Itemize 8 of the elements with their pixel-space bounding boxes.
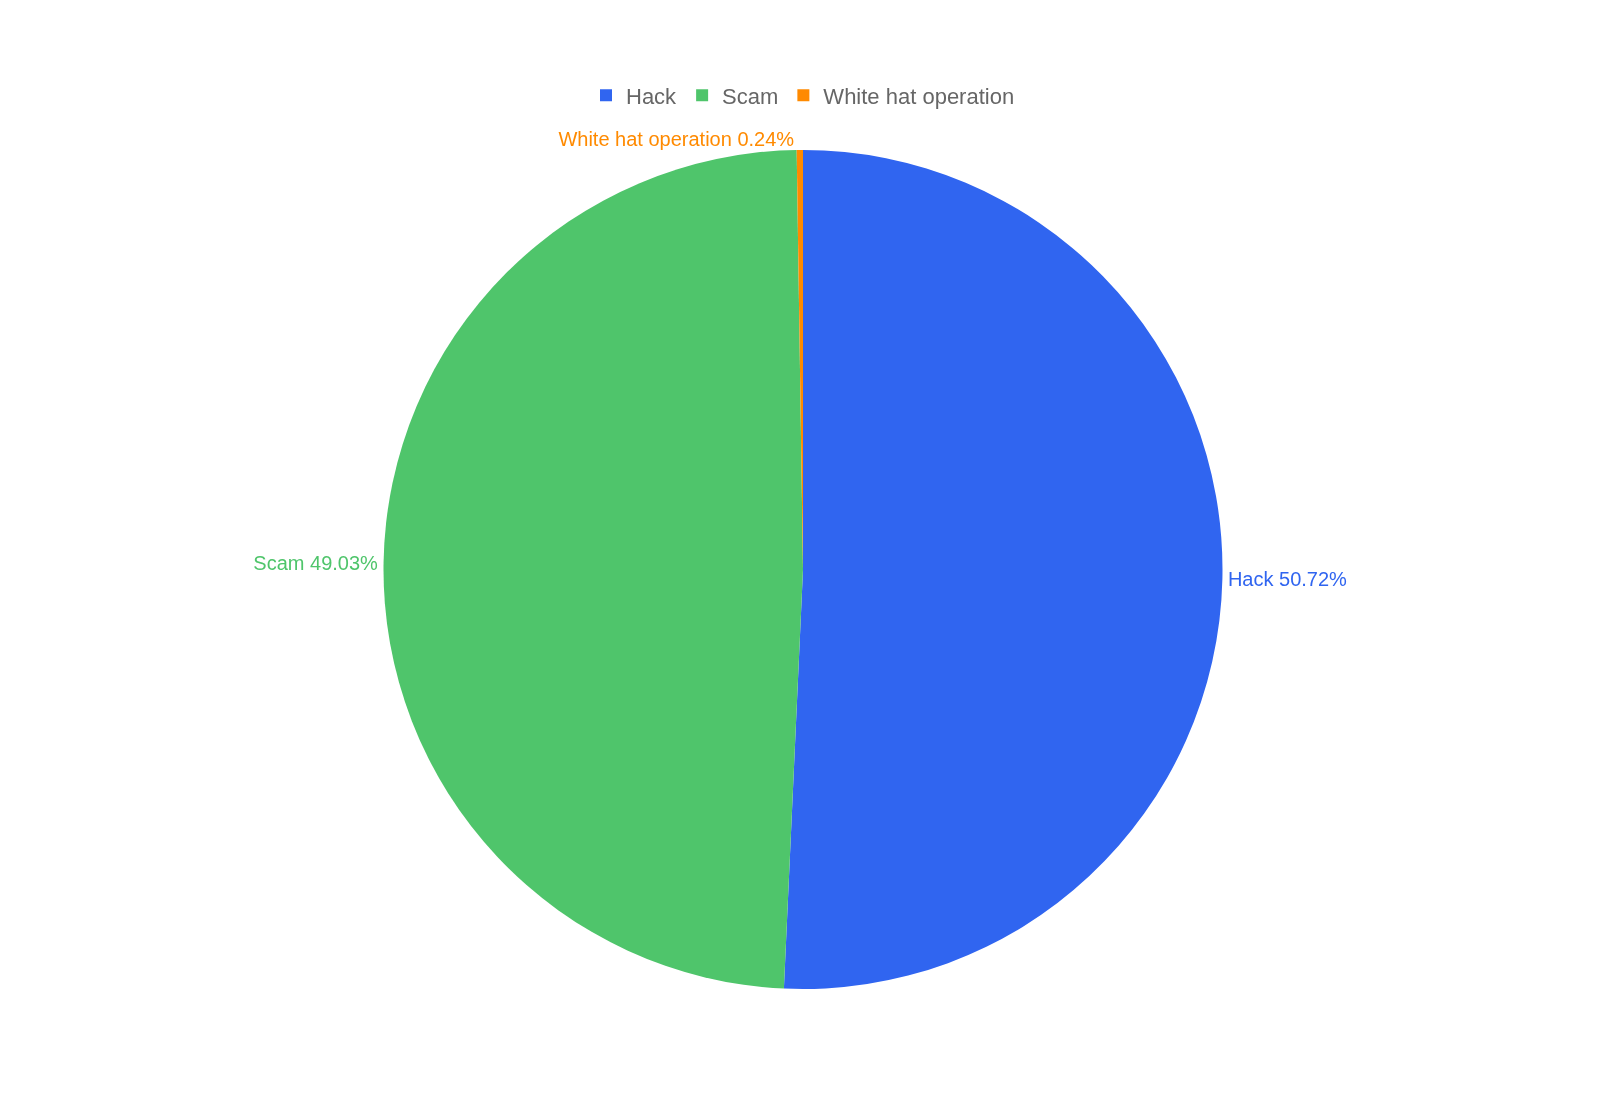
data-label: White hat operation 0.24% — [558, 128, 795, 151]
legend-label: White hat operation — [823, 83, 1015, 109]
legend-label: Hack — [626, 83, 678, 109]
pie-slice — [783, 150, 1223, 989]
legend-label: Scam — [722, 83, 779, 109]
pie-slice — [383, 150, 803, 989]
data-label: Hack 50.72% — [1227, 568, 1348, 591]
data-label: Scam 49.03% — [253, 552, 379, 575]
